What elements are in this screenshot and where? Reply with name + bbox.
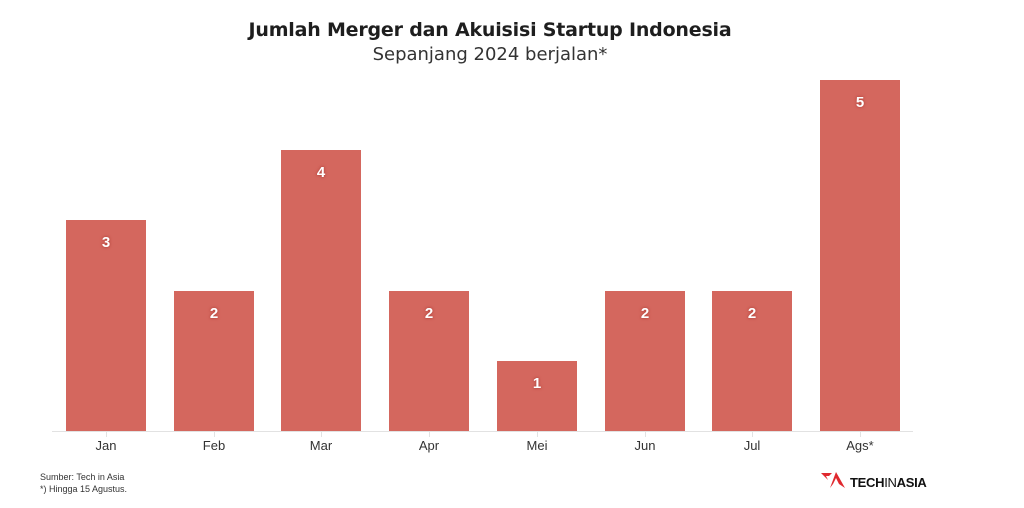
chart-title: Jumlah Merger dan Akuisisi Startup Indon… (248, 19, 732, 41)
x-tick (860, 432, 861, 437)
bar-mei: 1 (497, 360, 577, 431)
data-label: 2 (209, 304, 219, 322)
x-tick (429, 432, 430, 437)
x-tick-label: Jan (95, 438, 117, 453)
data-label: 5 (855, 94, 865, 111)
data-label: 1 (532, 374, 542, 392)
x-tick-label: Jun (634, 438, 656, 453)
bar-jan: 3 (66, 220, 146, 431)
bar-apr: 2 (389, 290, 469, 431)
x-tick (321, 432, 322, 437)
bar-jul: 2 (712, 290, 792, 431)
data-label: 3 (101, 234, 111, 252)
x-tick-label: Ags* (846, 438, 874, 453)
x-tick (645, 432, 646, 437)
chart-subtitle: Sepanjang 2024 berjalan* (372, 44, 608, 65)
x-tick (752, 432, 753, 437)
x-tick (106, 432, 107, 437)
x-tick-label: Feb (202, 438, 226, 453)
techinasia-logo: TECHINASIA (820, 471, 927, 494)
chart-footer: Sumber: Tech in Asia *) Hingga 15 Agustu… (40, 471, 127, 495)
data-label: 2 (640, 304, 650, 322)
techinasia-logo-icon (820, 471, 846, 494)
x-tick (537, 432, 538, 437)
logo-wordmark: TECHINASIA (850, 475, 927, 490)
bar-feb: 2 (174, 290, 254, 431)
date-footnote: *) Hingga 15 Agustus. (40, 484, 128, 494)
bar-mar: 4 (281, 150, 361, 431)
bar-ags: 5 (820, 80, 900, 431)
data-label: 2 (747, 304, 757, 322)
data-label: 4 (316, 164, 326, 182)
source-note: Sumber: Tech in Asia (40, 472, 125, 482)
x-tick-label: Mei (526, 438, 548, 453)
x-tick-label: Jul (743, 438, 761, 453)
data-label: 2 (424, 304, 434, 322)
x-tick (214, 432, 215, 437)
x-axis-line (52, 431, 913, 432)
bar-jun: 2 (605, 290, 685, 431)
x-tick-label: Apr (418, 438, 440, 453)
x-tick-label: Mar (309, 438, 333, 453)
